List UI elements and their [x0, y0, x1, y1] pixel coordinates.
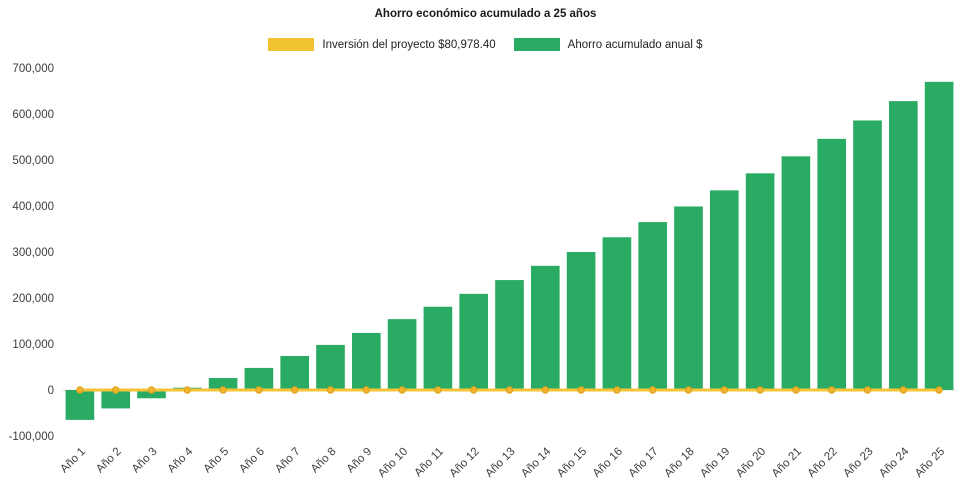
x-tick-label: Año 4 — [166, 445, 196, 475]
legend-label-ahorro: Ahorro acumulado anual $ — [567, 38, 703, 51]
x-tick-label: Año 17 — [627, 446, 661, 480]
bar[interactable] — [351, 332, 381, 390]
x-tick-label: Año 20 — [734, 446, 768, 480]
bar[interactable] — [387, 319, 417, 390]
x-tick-label: Año 8 — [309, 446, 339, 476]
bar[interactable] — [423, 306, 453, 390]
x-tick-label: Año 25 — [913, 446, 947, 480]
x-tick-label: Año 21 — [770, 446, 804, 480]
y-tick-label: 300,000 — [12, 247, 54, 259]
line-point[interactable] — [326, 386, 335, 394]
bar[interactable] — [781, 156, 811, 390]
bar[interactable] — [65, 390, 95, 420]
bar[interactable] — [566, 252, 596, 390]
x-tick-label: Año 12 — [448, 446, 482, 480]
x-tick-label: Año 2 — [94, 446, 124, 476]
y-tick-label: 700,000 — [12, 63, 54, 75]
y-tick-label: 0 — [48, 385, 54, 397]
line-point[interactable] — [505, 386, 514, 394]
legend-item-ahorro[interactable]: Ahorro acumulado anual $ — [513, 38, 703, 51]
line-point[interactable] — [756, 386, 764, 394]
line-point[interactable] — [76, 386, 84, 394]
y-tick-label: 200,000 — [12, 293, 54, 305]
line-point[interactable] — [863, 386, 872, 394]
line-point[interactable] — [470, 386, 478, 394]
x-tick-label: Año 23 — [841, 446, 875, 480]
x-tick-label: Año 9 — [345, 446, 375, 476]
bar[interactable] — [674, 206, 703, 390]
line-point[interactable] — [183, 386, 192, 394]
x-tick-label: Año 14 — [519, 445, 554, 480]
y-tick-label: 400,000 — [12, 201, 54, 213]
line-point[interactable] — [828, 386, 836, 394]
legend: Inversión del proyecto $80,978.40 Ahorro… — [0, 38, 971, 51]
x-tick-label: Año 3 — [130, 446, 160, 476]
legend-swatch-ahorro — [513, 38, 560, 51]
bar[interactable] — [101, 390, 131, 409]
x-tick-label: Año 19 — [698, 446, 732, 480]
line-point[interactable] — [720, 386, 728, 394]
y-tick-label: 500,000 — [12, 155, 54, 167]
line-point[interactable] — [935, 386, 943, 394]
bar[interactable] — [244, 367, 274, 390]
bar[interactable] — [530, 265, 560, 390]
x-tick-label: Año 1 — [58, 446, 88, 476]
y-tick-label: 600,000 — [12, 109, 54, 121]
bar[interactable] — [316, 344, 345, 390]
line-point[interactable] — [577, 386, 585, 394]
x-tick-label: Año 6 — [237, 446, 267, 476]
x-tick-label: Año 24 — [877, 445, 912, 480]
line-point[interactable] — [899, 386, 907, 394]
x-tick-label: Año 11 — [412, 446, 446, 480]
legend-item-inversion[interactable]: Inversión del proyecto $80,978.40 — [268, 38, 496, 51]
line-point[interactable] — [649, 386, 657, 394]
bar[interactable] — [888, 101, 918, 391]
y-tick-label: -100,000 — [9, 431, 54, 443]
line-point[interactable] — [362, 386, 370, 394]
x-tick-label: Año 5 — [201, 446, 231, 476]
bar[interactable] — [208, 378, 238, 390]
line-point[interactable] — [219, 386, 227, 394]
bar[interactable] — [638, 222, 668, 390]
x-tick-label: Año 22 — [806, 446, 840, 480]
line-point[interactable] — [613, 386, 621, 394]
legend-label-inversion: Inversión del proyecto $80,978.40 — [322, 38, 496, 51]
line-point[interactable] — [147, 386, 156, 394]
line-point[interactable] — [792, 386, 800, 394]
line-point[interactable] — [255, 386, 263, 394]
x-tick-label: Año 16 — [591, 446, 625, 480]
line-point[interactable] — [684, 386, 693, 394]
bar[interactable] — [924, 81, 954, 391]
x-tick-label: Año 13 — [483, 446, 517, 480]
bar[interactable] — [602, 237, 632, 390]
bar[interactable] — [853, 120, 882, 390]
legend-swatch-inversion — [268, 38, 315, 51]
line-point[interactable] — [434, 386, 442, 394]
bar[interactable] — [459, 293, 489, 390]
y-tick-label: 100,000 — [12, 339, 54, 351]
x-tick-label: Año 15 — [555, 446, 589, 480]
bar[interactable] — [817, 138, 847, 390]
x-tick-label: Año 10 — [376, 446, 410, 480]
bar[interactable] — [495, 280, 524, 390]
x-tick-label: Año 7 — [273, 446, 303, 476]
x-tick-label: Año 18 — [662, 446, 696, 480]
bar[interactable] — [280, 355, 310, 390]
line-point[interactable] — [112, 386, 120, 394]
bar[interactable] — [137, 390, 166, 399]
line-point[interactable] — [541, 386, 549, 394]
bar[interactable] — [745, 173, 775, 390]
line-point[interactable] — [398, 386, 406, 394]
chart-title: Ahorro económico acumulado a 25 años — [374, 8, 597, 20]
line-point[interactable] — [291, 386, 299, 394]
bar[interactable] — [709, 190, 739, 390]
